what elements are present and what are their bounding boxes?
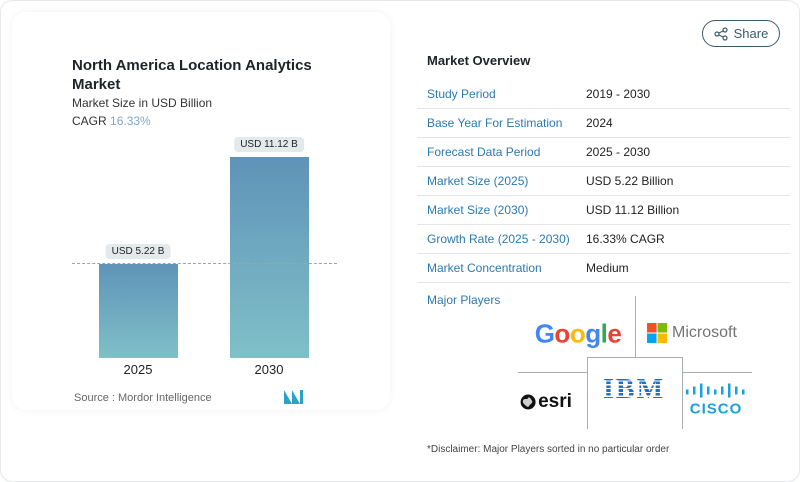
row-label: Base Year For Estimation [427, 116, 563, 130]
row-value: USD 11.12 Billion [586, 203, 680, 217]
data-label: USD 5.22 B [105, 243, 171, 259]
row-label: Forecast Data Period [427, 145, 541, 159]
bar-2030 [229, 157, 309, 358]
x-tick-label: 2025 [123, 362, 153, 377]
bar-2025 [98, 263, 178, 358]
overview-title: Market Overview [427, 53, 531, 68]
overview-row: Study Period 2019 - 2030 [417, 80, 790, 109]
major-players-title: Major Players [427, 293, 501, 307]
disclaimer: *Disclaimer: Major Players sorted in no … [427, 444, 670, 455]
microsoft-logo: Microsoft [647, 323, 737, 343]
google-logo: Google [534, 318, 622, 349]
esri-logo: esri [520, 391, 572, 413]
row-label: Growth Rate (2025 - 2030) [427, 232, 570, 246]
data-label: USD 11.12 B [234, 137, 304, 152]
row-label: Market Size (2030) [427, 203, 529, 217]
row-value: 2025 - 2030 [586, 145, 651, 159]
share-icon [714, 26, 728, 41]
overview-row: Forecast Data Period 2025 - 2030 [417, 138, 790, 167]
source-text: Source : Mordor Intelligence [74, 392, 212, 404]
overview-row: Market Concentration Medium [417, 254, 790, 283]
chart-subtitle: Market Size in USD Billion [72, 96, 213, 110]
row-label: Market Size (2025) [427, 174, 529, 188]
share-button[interactable]: Share [702, 20, 780, 47]
cagr: CAGR 16.33% [72, 114, 151, 128]
overview-row: Market Size (2030) USD 11.12 Billion [417, 196, 790, 225]
cagr-value: 16.33% [110, 114, 151, 128]
cisco-logo: CISCO [685, 383, 747, 417]
x-tick-label: 2030 [254, 362, 284, 377]
row-value: USD 5.22 Billion [586, 174, 674, 188]
overview-row: Market Size (2025) USD 5.22 Billion [417, 167, 790, 196]
ibm-logo: IBM [603, 374, 665, 406]
cagr-label: CAGR [72, 114, 107, 128]
row-value: 2019 - 2030 [586, 87, 651, 101]
row-value: 2024 [586, 116, 613, 130]
share-label: Share [733, 26, 769, 41]
row-value: 16.33% CAGR [586, 232, 665, 246]
chart-title: North America Location Analytics Market [72, 57, 312, 93]
reference-line [72, 263, 337, 264]
overview-row: Base Year For Estimation 2024 [417, 109, 790, 138]
globe-icon [520, 394, 536, 410]
row-label: Market Concentration [427, 261, 542, 275]
overview-row: Growth Rate (2025 - 2030) 16.33% CAGR [417, 225, 790, 254]
row-label: Study Period [427, 87, 496, 101]
cisco-bars-icon [686, 383, 745, 398]
row-value: Medium [586, 261, 629, 275]
divider [635, 296, 636, 357]
chart-card [12, 12, 390, 410]
mordor-logo [284, 390, 303, 404]
microsoft-icon [647, 323, 668, 343]
